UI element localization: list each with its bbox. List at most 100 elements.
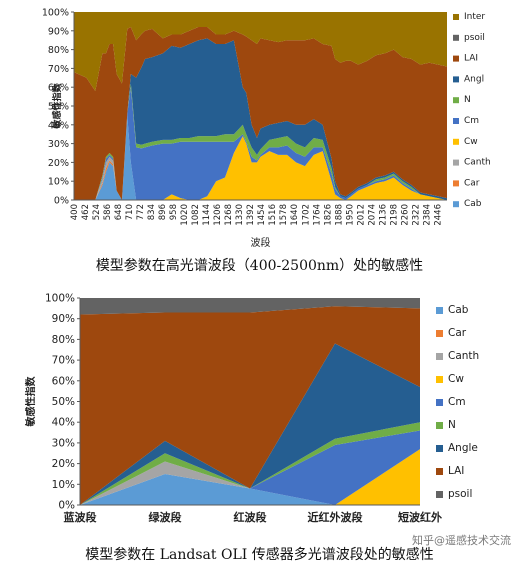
area-canth: [80, 461, 420, 505]
x-tick-label: 524: [92, 204, 102, 220]
y-tick-label: 20%: [52, 458, 75, 470]
legend-label-cm: Cm: [464, 116, 479, 126]
x-tick-label: 1826: [323, 204, 333, 226]
x-tick-label: 1764: [312, 204, 322, 226]
x-tick-label: 1702: [301, 204, 311, 226]
x-tick-label: 2198: [389, 204, 399, 226]
area-cm: [74, 87, 447, 200]
area-angle: [80, 343, 420, 505]
legend-swatch-car: [453, 180, 459, 187]
legend-label-psoil: psoil: [464, 33, 485, 43]
area-cw: [74, 115, 447, 200]
y-tick-label: 70%: [52, 355, 75, 367]
legend-swatch-cm: [453, 118, 459, 124]
x-axis-title: 波段: [251, 236, 271, 249]
x-tick-label: 1268: [224, 204, 234, 226]
x-tick-label: 2260: [400, 204, 410, 226]
legend-label-angle: Angle: [448, 442, 478, 454]
legend-label-cab: Cab: [448, 304, 469, 316]
y-tick-label: 0%: [54, 196, 69, 207]
x-tick-label: 蓝波段: [64, 510, 97, 524]
legend-label-lai: LAI: [448, 465, 464, 477]
area-inter: [74, 12, 447, 91]
legend-swatch-cm: [436, 399, 443, 406]
x-tick-label: 2136: [378, 204, 388, 226]
x-tick-label: 1888: [334, 204, 344, 226]
x-tick-label: 2074: [367, 204, 377, 226]
x-tick-label: 1020: [180, 204, 190, 226]
x-tick-label: 958: [169, 204, 179, 220]
y-tick-label: 10%: [48, 177, 69, 188]
y-tick-label: 100%: [42, 8, 69, 19]
legend-swatch-car: [436, 330, 443, 337]
y-tick-label: 50%: [52, 396, 75, 408]
chart-landsat-oli: 0% 10% 20% 30% 40% 50% 60% 70% 80% 90% 100% 敏感性指数蓝波…: [24, 293, 479, 525]
legend-swatch-canth: [436, 353, 443, 360]
area-cab: [74, 115, 447, 200]
legend-swatch-lai: [436, 468, 443, 475]
y-tick-label: 20%: [48, 158, 69, 169]
legend-swatch-psoil: [436, 491, 443, 498]
legend-swatch-n: [436, 422, 443, 429]
chart-hyperspectral: 0% 10% 20% 30% 40% 50% 60% 70% 80% 90% 100% 敏感性指数 40…: [42, 8, 491, 250]
area-cab: [80, 473, 420, 505]
x-tick-label: 1392: [246, 204, 256, 226]
legend-label-n: N: [464, 95, 471, 105]
legend-label-canth: Canth: [464, 158, 491, 168]
x-tick-label: 2322: [411, 204, 421, 226]
y-tick-label: 10%: [52, 479, 75, 491]
legend-label-cw: Cw: [448, 373, 464, 385]
legend-swatch-inter: [453, 14, 459, 20]
legend-label-psoil: psoil: [448, 488, 472, 500]
legend-label-car: Car: [464, 178, 480, 188]
y-tick-label: 60%: [52, 375, 75, 387]
legend-swatch-cab: [453, 201, 459, 208]
area-psoil: [80, 298, 420, 315]
x-tick-label: 772: [136, 204, 146, 220]
x-tick-label: 2384: [422, 204, 432, 226]
y-axis-title: 敏感性指数: [24, 376, 37, 428]
x-tick-label: 2446: [433, 204, 443, 226]
x-tick-label: 1330: [235, 204, 245, 226]
legend-label-cw: Cw: [464, 137, 478, 147]
legend-swatch-n: [453, 97, 459, 104]
legend-swatch-canth: [453, 159, 459, 166]
y-tick-label: 30%: [52, 437, 75, 449]
x-tick-label: 896: [158, 204, 168, 220]
legend-label-inter: Inter: [464, 12, 485, 22]
legend-label-cab: Cab: [464, 199, 482, 209]
x-tick-label: 710: [125, 204, 135, 220]
y-tick-label: 40%: [52, 417, 75, 429]
area-n: [80, 422, 420, 505]
x-tick-label: 1454: [257, 204, 267, 226]
legend-label-angl: Angl: [464, 74, 484, 84]
y-tick-label: 50%: [48, 102, 69, 113]
x-tick-label: 近红外波段: [308, 510, 363, 524]
x-tick-label: 648: [114, 204, 124, 220]
legend-label-lai: LAI: [464, 54, 478, 64]
area-lai: [74, 27, 447, 200]
x-tick-label: 1950: [345, 204, 355, 226]
y-tick-label: 100%: [45, 293, 75, 305]
x-tick-label: 红波段: [234, 510, 267, 524]
legend-label-canth: Canth: [448, 350, 479, 362]
legend-label-car: Car: [448, 327, 467, 339]
legend-swatch-angl: [453, 76, 459, 83]
x-tick-label: 462: [81, 204, 91, 220]
x-tick-label: 1640: [290, 204, 300, 226]
legend-swatch-cab: [436, 307, 443, 314]
y-tick-label: 80%: [52, 334, 75, 346]
x-tick-label: 1144: [202, 204, 212, 226]
y-axis-title: 敏感性指数: [51, 83, 63, 130]
y-tick-label: 80%: [48, 45, 69, 56]
caption-hyperspectral: 模型参数在高光谱波段（400-2500nm）处的敏感性: [95, 258, 424, 274]
caption-landsat-oli: 模型参数在 Landsat OLI 传感器多光谱波段处的敏感性: [85, 547, 434, 563]
x-tick-label: 1516: [268, 204, 278, 226]
area-cm: [80, 430, 420, 505]
y-tick-label: 90%: [52, 313, 75, 325]
legend-swatch-angle: [436, 445, 443, 452]
y-tick-label: 90%: [48, 26, 69, 37]
x-tick-label: 绿波段: [149, 510, 182, 524]
area-angl: [74, 38, 447, 200]
